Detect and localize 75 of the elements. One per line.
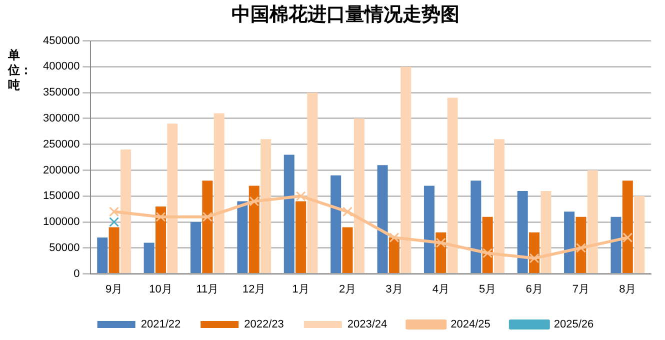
bar [167, 124, 178, 274]
y-tick-label: 450000 [42, 34, 80, 47]
legend-label: 2025/26 [554, 318, 594, 331]
x-tick-label: 6月 [526, 283, 543, 296]
point [109, 217, 120, 228]
point [109, 206, 120, 217]
bar [634, 196, 645, 274]
bar [540, 190, 552, 274]
point [389, 232, 400, 243]
bar [587, 170, 598, 274]
bar [97, 238, 108, 274]
bar [342, 227, 353, 274]
x-tick-label: 11月 [196, 283, 219, 296]
bar [284, 154, 294, 274]
x-tick-label: 3月 [386, 283, 403, 296]
x-tick-label: 1月 [292, 283, 310, 296]
point [202, 212, 212, 222]
bar [424, 186, 434, 274]
bar [517, 190, 528, 274]
bar [237, 201, 248, 274]
chart-title: 中国棉花进口量情况走势图 [232, 3, 460, 26]
x-tick-label: 4月 [432, 283, 450, 296]
legend-label: 2023/24 [347, 318, 388, 331]
bar [190, 222, 202, 274]
bar [447, 98, 458, 274]
point [622, 232, 633, 243]
bar [202, 180, 213, 274]
bar [144, 242, 154, 274]
bar [330, 175, 342, 274]
y-tick-label: 100000 [42, 216, 80, 228]
point [156, 212, 166, 222]
y-tick-label: 250000 [42, 138, 80, 150]
bar [610, 216, 622, 274]
point [296, 191, 306, 202]
x-tick-label: 12月 [242, 283, 266, 296]
x-tick-label: 7月 [572, 283, 590, 296]
y-tick-label: 300000 [42, 112, 80, 124]
point [576, 242, 586, 253]
point [529, 253, 540, 264]
y-tick-label: 50000 [49, 242, 80, 254]
x-tick-label: 2月 [338, 283, 356, 296]
bar [482, 216, 493, 274]
bar [120, 150, 131, 274]
x-tick-label: 5月 [479, 283, 496, 296]
point [482, 248, 493, 258]
y-tick-label: 0 [74, 268, 80, 280]
bar [400, 66, 412, 274]
bar [354, 118, 364, 274]
point [342, 206, 352, 217]
legend-label: 2024/25 [450, 318, 490, 331]
bar [388, 238, 400, 274]
bar [564, 212, 575, 274]
y-tick-label: 400000 [42, 60, 80, 73]
bar [622, 180, 633, 274]
bar [108, 227, 120, 274]
bar [214, 113, 224, 274]
legend-label: 2021/22 [140, 318, 181, 331]
bar [260, 139, 272, 274]
bar [307, 92, 318, 274]
bar [155, 206, 166, 274]
point [249, 196, 260, 206]
bar [296, 201, 306, 274]
legend-label: 2022/23 [244, 318, 284, 331]
bar [470, 180, 482, 274]
x-tick-label: 10月 [149, 283, 172, 296]
y-tick-label: 350000 [42, 86, 80, 99]
point [436, 238, 446, 248]
x-tick-label: 9月 [105, 283, 123, 296]
x-tick-label: 8月 [619, 283, 636, 296]
y-tick-label: 200000 [42, 164, 80, 176]
bar [248, 186, 260, 274]
bar [494, 139, 505, 274]
bar [377, 165, 388, 274]
y-tick-label: 150000 [42, 190, 80, 202]
y-axis-title: 单位：吨 [8, 48, 32, 93]
